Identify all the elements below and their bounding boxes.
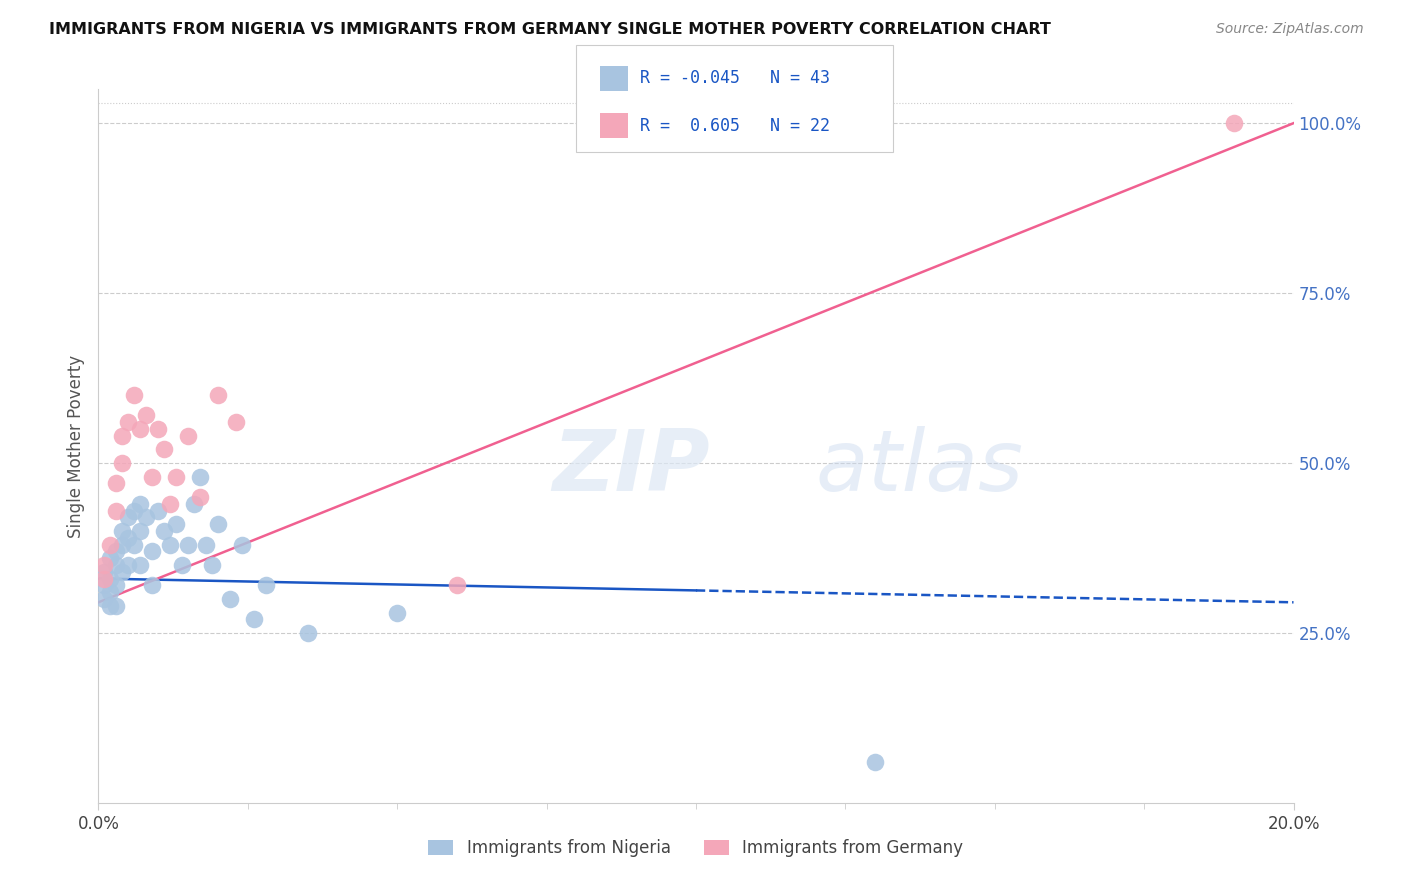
Point: [117, 558, 139, 572]
Point: [1223, 116, 1246, 130]
Text: IMMIGRANTS FROM NIGERIA VS IMMIGRANTS FROM GERMANY SINGLE MOTHER POVERTY CORRELA: IMMIGRANTS FROM NIGERIA VS IMMIGRANTS FR…: [49, 22, 1052, 37]
Point: [141, 578, 163, 592]
Point: [105, 558, 128, 572]
Point: [93, 565, 115, 579]
Point: [129, 558, 152, 572]
Point: [188, 490, 211, 504]
Point: [243, 612, 266, 626]
Point: [195, 537, 218, 551]
Point: [93, 578, 115, 592]
Point: [93, 591, 115, 606]
Point: [159, 537, 181, 551]
Text: atlas: atlas: [815, 425, 1024, 509]
Point: [129, 497, 152, 511]
Point: [111, 537, 134, 551]
Point: [153, 524, 176, 538]
Point: [172, 558, 194, 572]
Point: [153, 442, 176, 457]
Point: [141, 469, 163, 483]
Point: [148, 503, 170, 517]
Point: [183, 497, 205, 511]
Point: [98, 599, 122, 613]
Point: [177, 429, 200, 443]
Point: [129, 422, 152, 436]
Point: [124, 503, 146, 517]
Point: [98, 572, 122, 586]
Point: [207, 517, 229, 532]
Text: R = -0.045   N = 43: R = -0.045 N = 43: [640, 70, 830, 87]
Point: [98, 585, 122, 599]
Point: [446, 578, 468, 592]
Point: [117, 531, 139, 545]
Y-axis label: Single Mother Poverty: Single Mother Poverty: [66, 354, 84, 538]
Point: [201, 558, 224, 572]
Point: [111, 456, 134, 470]
Text: ZIP: ZIP: [553, 425, 710, 509]
Point: [111, 429, 134, 443]
Point: [124, 388, 146, 402]
Point: [117, 510, 139, 524]
Legend: Immigrants from Nigeria, Immigrants from Germany: Immigrants from Nigeria, Immigrants from…: [422, 832, 970, 863]
Point: [105, 544, 128, 558]
Point: [141, 544, 163, 558]
Point: [165, 469, 187, 483]
Point: [105, 578, 128, 592]
Point: [98, 537, 122, 551]
Point: [297, 626, 319, 640]
Point: [111, 565, 134, 579]
Point: [135, 510, 157, 524]
Point: [105, 503, 128, 517]
Point: [188, 469, 211, 483]
Point: [105, 476, 128, 491]
Point: [93, 558, 115, 572]
Point: [385, 606, 409, 620]
Point: [135, 409, 157, 423]
Point: [148, 422, 170, 436]
Point: [225, 415, 247, 429]
Point: [207, 388, 229, 402]
Point: [124, 537, 146, 551]
Point: [865, 755, 887, 769]
Text: Source: ZipAtlas.com: Source: ZipAtlas.com: [1216, 22, 1364, 37]
Point: [254, 578, 277, 592]
Point: [165, 517, 187, 532]
Point: [111, 524, 134, 538]
Point: [159, 497, 181, 511]
Point: [219, 591, 242, 606]
Point: [105, 599, 128, 613]
Text: R =  0.605   N = 22: R = 0.605 N = 22: [640, 117, 830, 135]
Point: [98, 551, 122, 566]
Point: [117, 415, 139, 429]
Point: [177, 537, 200, 551]
Point: [129, 524, 152, 538]
Point: [231, 537, 253, 551]
Point: [93, 572, 115, 586]
